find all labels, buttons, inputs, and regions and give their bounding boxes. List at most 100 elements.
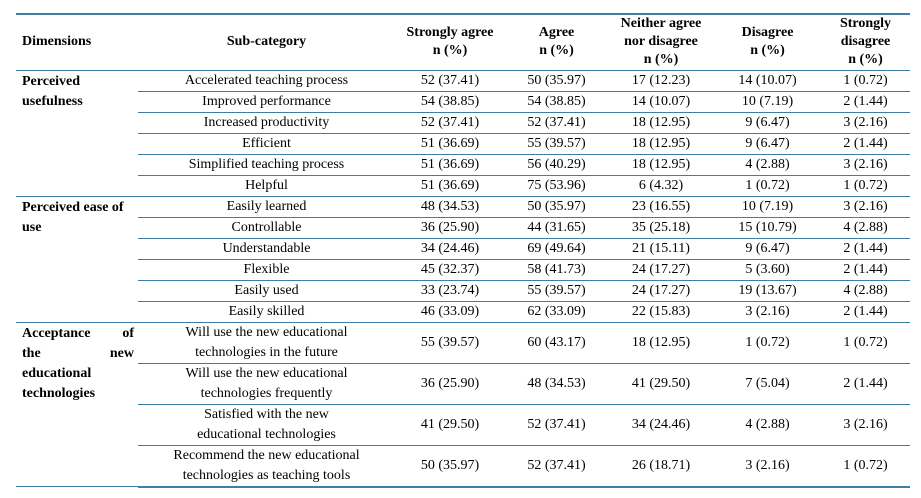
strongly-disagree-cell: 1 (0.72): [821, 322, 910, 364]
header-subcategory: Sub-category: [138, 13, 395, 71]
table-row: Satisfied with the new educational techn…: [16, 404, 910, 446]
survey-results-table: Dimensions Sub-category Strongly agree n…: [16, 13, 910, 488]
table-row: Will use the new educational technologie…: [16, 363, 910, 405]
subcategory-cell: Efficient: [138, 133, 395, 155]
strongly-agree-cell: 46 (33.09): [395, 301, 505, 323]
neither-cell: 35 (25.18): [608, 217, 714, 239]
strongly-agree-cell: 50 (35.97): [395, 445, 505, 488]
table-row: Perceived usefulness Accelerated teachin…: [16, 70, 910, 197]
table-body: Perceived usefulness Accelerated teachin…: [16, 70, 910, 488]
dimension-acceptance-line: Acceptance of: [22, 325, 134, 341]
header-strongly-agree: Strongly agree n (%): [395, 13, 505, 71]
header-strongly-disagree: Strongly disagree n (%): [821, 13, 910, 71]
subcategory-cell: Understandable: [138, 238, 395, 260]
header-neither: Neither agree nor disagree n (%): [608, 13, 714, 71]
disagree-cell: 15 (10.79): [714, 217, 821, 239]
strongly-disagree-cell: 4 (2.88): [821, 217, 910, 239]
strongly-disagree-cell: 2 (1.44): [821, 259, 910, 281]
subcategory-cell: Helpful: [138, 175, 395, 197]
neither-cell: 34 (24.46): [608, 404, 714, 446]
dimension-acceptance-line: technologies: [22, 385, 96, 401]
disagree-cell: 4 (2.88): [714, 404, 821, 446]
table-row: Recommend the new educational technologi…: [16, 445, 910, 488]
agree-cell: 52 (37.41): [505, 404, 608, 446]
disagree-cell: 9 (6.47): [714, 133, 821, 155]
neither-cell: 24 (17.27): [608, 259, 714, 281]
subcategory-cell: Simplified teaching process: [138, 154, 395, 176]
strongly-disagree-cell: 2 (1.44): [821, 133, 910, 155]
neither-cell: 18 (12.95): [608, 322, 714, 364]
strongly-agree-cell: 55 (39.57): [395, 322, 505, 364]
subcategory-cell: Will use the new educational technologie…: [138, 363, 395, 405]
agree-cell: 58 (41.73): [505, 259, 608, 281]
strongly-agree-cell: 41 (29.50): [395, 404, 505, 446]
disagree-cell: 5 (3.60): [714, 259, 821, 281]
header-disagree: Disagree n (%): [714, 13, 821, 71]
strongly-disagree-cell: 4 (2.88): [821, 280, 910, 302]
strongly-agree-cell: 52 (37.41): [395, 70, 505, 92]
agree-cell: 44 (31.65): [505, 217, 608, 239]
table-row: Efficient 51 (36.69) 55 (39.57) 18 (12.9…: [16, 133, 910, 155]
table-row: Easily skilled 46 (33.09) 62 (33.09) 22 …: [16, 301, 910, 323]
agree-cell: 50 (35.97): [505, 196, 608, 218]
agree-cell: 48 (34.53): [505, 363, 608, 405]
strongly-agree-cell: 51 (36.69): [395, 175, 505, 197]
table-header: Dimensions Sub-category Strongly agree n…: [16, 13, 910, 71]
neither-cell: 22 (15.83): [608, 301, 714, 323]
subcategory-cell: Accelerated teaching process: [138, 70, 395, 92]
disagree-cell: 9 (6.47): [714, 238, 821, 260]
strongly-agree-cell: 48 (34.53): [395, 196, 505, 218]
subcategory-cell: Will use the new educational technologie…: [138, 322, 395, 364]
strongly-agree-cell: 36 (25.90): [395, 363, 505, 405]
dimension-acceptance-line: the new: [22, 345, 134, 361]
disagree-cell: 1 (0.72): [714, 322, 821, 364]
agree-cell: 69 (49.64): [505, 238, 608, 260]
disagree-cell: 3 (2.16): [714, 301, 821, 323]
neither-cell: 21 (15.11): [608, 238, 714, 260]
strongly-disagree-cell: 3 (2.16): [821, 404, 910, 446]
agree-cell: 50 (35.97): [505, 70, 608, 92]
strongly-agree-cell: 52 (37.41): [395, 112, 505, 134]
neither-cell: 23 (16.55): [608, 196, 714, 218]
disagree-cell: 4 (2.88): [714, 154, 821, 176]
table-row: Easily used 33 (23.74) 55 (39.57) 24 (17…: [16, 280, 910, 302]
strongly-disagree-cell: 1 (0.72): [821, 175, 910, 197]
agree-cell: 62 (33.09): [505, 301, 608, 323]
strongly-agree-cell: 36 (25.90): [395, 217, 505, 239]
agree-cell: 55 (39.57): [505, 280, 608, 302]
subcategory-cell: Increased productivity: [138, 112, 395, 134]
disagree-cell: 1 (0.72): [714, 175, 821, 197]
disagree-cell: 10 (7.19): [714, 91, 821, 113]
strongly-disagree-cell: 1 (0.72): [821, 445, 910, 488]
agree-cell: 56 (40.29): [505, 154, 608, 176]
strongly-disagree-cell: 2 (1.44): [821, 301, 910, 323]
agree-cell: 75 (53.96): [505, 175, 608, 197]
header-row: Dimensions Sub-category Strongly agree n…: [16, 13, 910, 71]
strongly-agree-cell: 54 (38.85): [395, 91, 505, 113]
dimension-acceptance: Acceptance of the new educational techno…: [16, 322, 138, 487]
disagree-cell: 10 (7.19): [714, 196, 821, 218]
strongly-disagree-cell: 3 (2.16): [821, 154, 910, 176]
header-agree: Agree n (%): [505, 13, 608, 71]
table-row: Understandable 34 (24.46) 69 (49.64) 21 …: [16, 238, 910, 260]
strongly-agree-cell: 33 (23.74): [395, 280, 505, 302]
subcategory-cell: Easily used: [138, 280, 395, 302]
subcategory-cell: Easily skilled: [138, 301, 395, 323]
strongly-disagree-cell: 3 (2.16): [821, 112, 910, 134]
disagree-cell: 14 (10.07): [714, 70, 821, 92]
neither-cell: 18 (12.95): [608, 154, 714, 176]
disagree-cell: 9 (6.47): [714, 112, 821, 134]
neither-cell: 26 (18.71): [608, 445, 714, 488]
strongly-agree-cell: 45 (32.37): [395, 259, 505, 281]
subcategory-cell: Improved performance: [138, 91, 395, 113]
dimension-acceptance-label: Acceptance of the new educational techno…: [22, 324, 134, 404]
neither-cell: 6 (4.32): [608, 175, 714, 197]
disagree-cell: 3 (2.16): [714, 445, 821, 488]
neither-cell: 17 (12.23): [608, 70, 714, 92]
agree-cell: 55 (39.57): [505, 133, 608, 155]
table-row: Improved performance 54 (38.85) 54 (38.8…: [16, 91, 910, 113]
subcategory-cell: Satisfied with the new educational techn…: [138, 404, 395, 446]
table-row: Helpful 51 (36.69) 75 (53.96) 6 (4.32) 1…: [16, 175, 910, 197]
table-row: Simplified teaching process 51 (36.69) 5…: [16, 154, 910, 176]
agree-cell: 54 (38.85): [505, 91, 608, 113]
